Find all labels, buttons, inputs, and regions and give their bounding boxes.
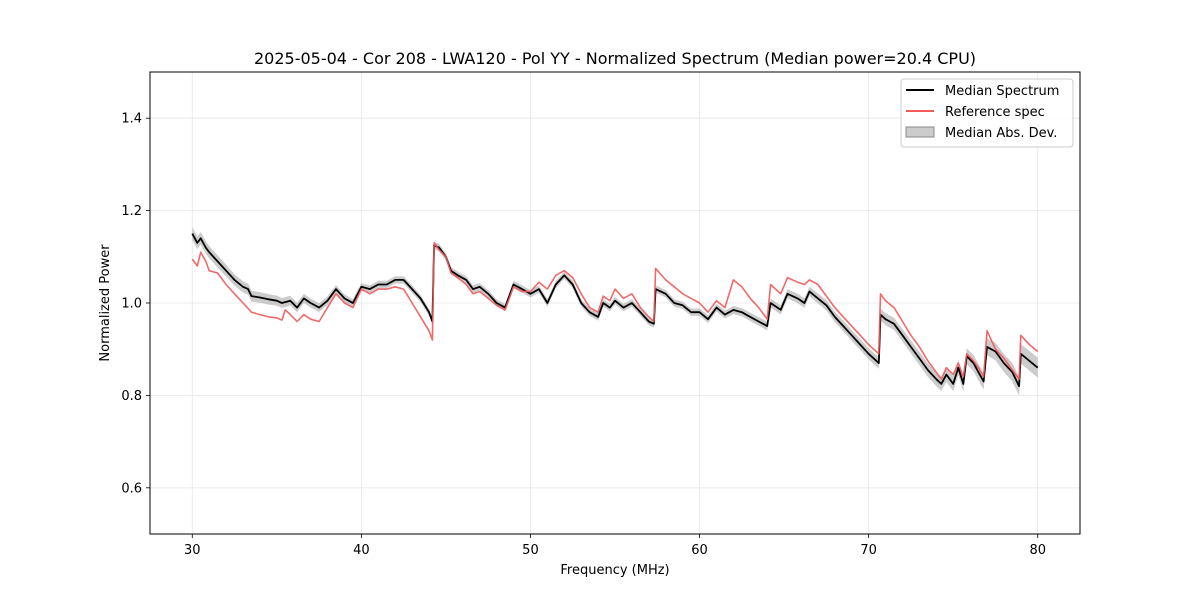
reference-spec-line: [191, 242, 1039, 381]
median-spectrum-line: [191, 233, 1039, 388]
y-tick-label: 0.6: [121, 481, 142, 496]
y-tick-label: 1.0: [121, 297, 142, 312]
x-tick-label: 40: [353, 543, 370, 558]
chart-title: 2025-05-04 - Cor 208 - LWA120 - Pol YY -…: [254, 49, 976, 68]
x-tick-label: 30: [184, 543, 201, 558]
legend-median-label: Median Spectrum: [945, 84, 1059, 99]
mad-band-layer: [192, 227, 1038, 396]
y-tick-label: 1.4: [121, 112, 142, 127]
x-axis-label: Frequency (MHz): [560, 563, 669, 578]
y-axis-ticks: 0.6 0.8 1.0 1.2 1.4: [121, 112, 150, 496]
x-tick-label: 50: [522, 543, 539, 558]
y-tick-label: 1.2: [121, 204, 142, 219]
x-tick-label: 60: [691, 543, 708, 558]
mad-band: [192, 227, 1038, 396]
legend-mad-swatch: [905, 126, 935, 138]
legend-mad-label: Median Abs. Dev.: [945, 126, 1057, 141]
legend: Median Spectrum Reference spec Median Ab…: [900, 78, 1074, 148]
x-axis-ticks: 30 40 50 60 70 80: [184, 534, 1046, 558]
x-tick-label: 70: [860, 543, 877, 558]
legend-frame: [900, 78, 1074, 148]
legend-reference-label: Reference spec: [945, 105, 1045, 120]
y-tick-label: 0.8: [121, 389, 142, 404]
y-axis-label: Normalized Power: [98, 244, 113, 362]
x-tick-label: 80: [1029, 543, 1046, 558]
series-layer: [191, 233, 1039, 388]
